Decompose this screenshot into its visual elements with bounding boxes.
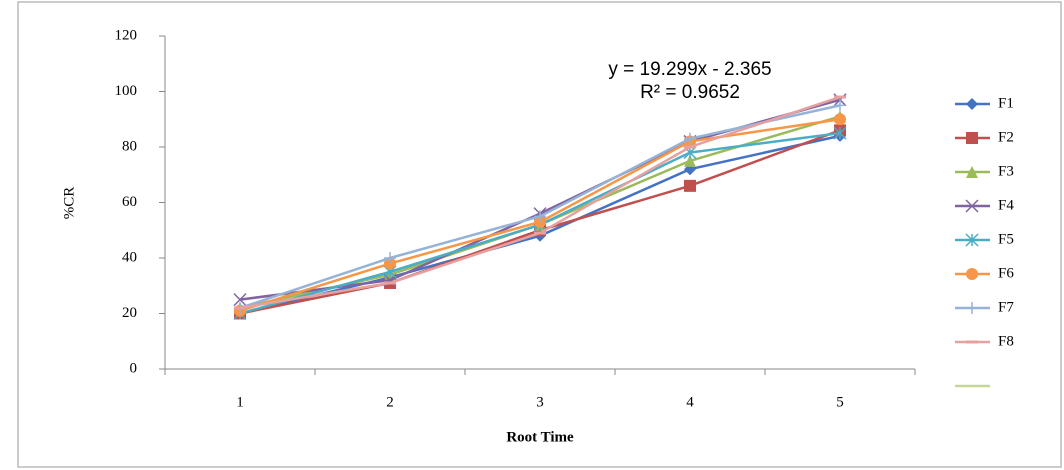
data-point	[833, 126, 847, 140]
trend-r2: R² = 0.9652	[640, 82, 740, 103]
data-point	[534, 210, 546, 223]
legend-label: F5	[998, 231, 1014, 247]
data-point	[684, 179, 696, 192]
y-tick-label: 20	[122, 305, 137, 321]
x-tick-label: 1	[236, 394, 244, 410]
legend-label: F4	[998, 197, 1014, 213]
legend-marker	[966, 98, 978, 110]
legend-label: F2	[998, 129, 1014, 145]
x-tick-label: 2	[386, 394, 394, 410]
legend-marker	[966, 132, 978, 144]
data-point	[233, 293, 247, 307]
legend-marker	[965, 199, 979, 213]
legend-marker	[966, 166, 978, 178]
y-tick-label: 100	[115, 83, 138, 99]
data-point	[684, 132, 696, 145]
y-tick-label: 120	[115, 27, 138, 43]
legend-label: F1	[998, 95, 1014, 111]
data-point	[684, 154, 696, 167]
legend-label: F6	[998, 265, 1014, 281]
trend-equation: y = 19.299x - 2.365	[608, 59, 771, 80]
x-tick-label: 3	[536, 394, 544, 410]
x-tick-label: 4	[686, 394, 694, 410]
legend-marker	[965, 233, 979, 247]
data-point	[834, 113, 846, 126]
data-point	[384, 252, 396, 264]
legend-label: F8	[998, 333, 1014, 349]
y-tick-label: 80	[122, 138, 137, 154]
x-axis-label: Root Time	[506, 429, 574, 445]
legend-label: F3	[998, 163, 1014, 179]
y-tick-label: 0	[130, 360, 138, 376]
y-axis-label: %CR	[61, 187, 77, 220]
legend-label: F7	[998, 299, 1014, 315]
legend-marker	[966, 302, 978, 314]
x-tick-label: 5	[836, 394, 844, 410]
data-point	[834, 99, 846, 112]
legend-marker	[966, 268, 978, 280]
y-tick-label: 40	[122, 249, 137, 265]
y-tick-label: 60	[122, 194, 137, 210]
